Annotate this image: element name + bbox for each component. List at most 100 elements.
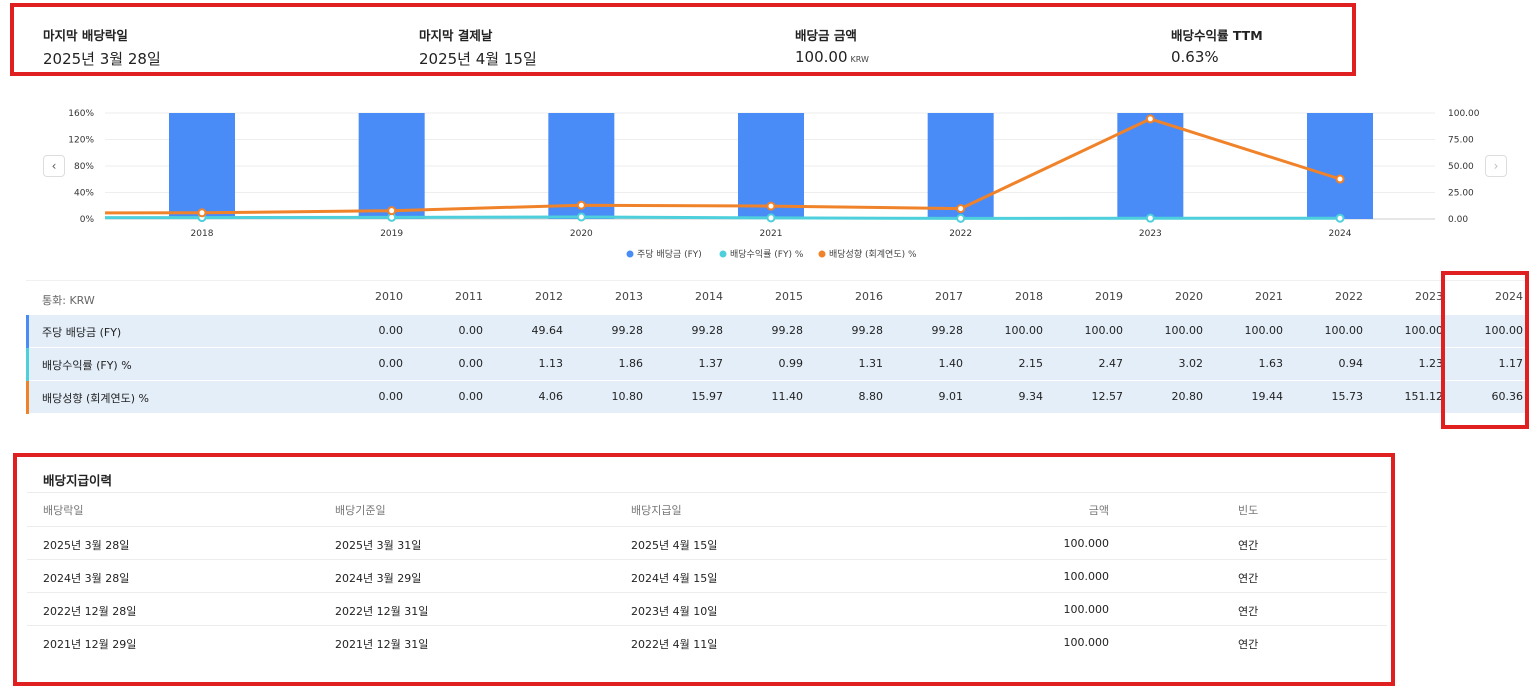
line-series <box>104 117 1341 215</box>
history-cell: 100.000 <box>1063 537 1110 550</box>
table-row-dividend-yield: 배당수익률 (FY) % 0.00 0.00 1.13 1.86 1.37 0.99 1.3… <box>26 348 1528 381</box>
table-cell: 8.80 <box>858 390 884 403</box>
chart-next-button[interactable]: › <box>1485 155 1507 177</box>
table-cell: 1.17 <box>1498 357 1524 370</box>
history-title: 배당지급이력 <box>43 473 113 488</box>
row-divider <box>27 559 1387 560</box>
table-row-payout-ratio: 배당성향 (회계연도) % 0.00 0.00 4.06 10.80 15.97 11.4… <box>26 381 1528 414</box>
bar-dividend-per-share <box>927 113 994 219</box>
legend-label: 주당 배당금 (FY) <box>637 249 702 260</box>
line-point <box>1335 174 1345 184</box>
year-header: 2012 <box>535 290 563 303</box>
year-header: 2019 <box>1095 290 1123 303</box>
history-cell: 연간 <box>1238 572 1259 585</box>
chart-prev-button[interactable]: ‹ <box>43 155 65 177</box>
history-column-header: 금액 <box>1088 504 1109 517</box>
history-cell: 2022년 12월 31일 <box>335 605 429 618</box>
line-point <box>576 212 586 222</box>
y-left-tick-label: 40% <box>74 189 94 199</box>
y-right-tick-label: 25.00 <box>1448 189 1474 199</box>
history-cell: 2022년 4월 11일 <box>631 638 718 651</box>
table-cell: 1.86 <box>618 357 644 370</box>
table-cell: 4.06 <box>538 390 564 403</box>
history-cell: 연간 <box>1238 605 1259 618</box>
table-cell: 15.97 <box>691 390 724 403</box>
table-cell: 0.00 <box>378 390 404 403</box>
summary-dividend-amount: 배당금 금액 100.00 KRW <box>795 25 869 66</box>
row-color-marker <box>26 348 29 381</box>
y-left-tick-label: 0% <box>80 215 95 225</box>
history-cell: 100.000 <box>1063 603 1110 616</box>
table-cell: 1.37 <box>698 357 724 370</box>
bar-dividend-per-share <box>1307 113 1373 219</box>
table-cell: 99.28 <box>691 324 724 337</box>
line-point <box>1145 114 1155 124</box>
table-cell: 100.00 <box>1324 324 1364 337</box>
y-right-tick-label: 0.00 <box>1448 215 1468 225</box>
year-header: 2020 <box>1175 290 1203 303</box>
table-cell: 9.34 <box>1018 390 1044 403</box>
table-cell: 0.94 <box>1338 357 1364 370</box>
table-cell: 1.63 <box>1258 357 1284 370</box>
table-cell: 100.00 <box>1084 324 1124 337</box>
x-tick-label: 2024 <box>1329 229 1352 239</box>
legend-marker <box>818 250 826 258</box>
row-divider <box>27 625 1387 626</box>
line-point <box>1145 213 1155 223</box>
table-cell: 60.36 <box>1491 390 1524 403</box>
summary-yield-ttm: 배당수익률 TTM 0.63% <box>1171 25 1263 66</box>
history-column-header: 배당락일 <box>43 504 84 517</box>
table-cell: 99.28 <box>851 324 884 337</box>
table-cell: 100.00 <box>1004 324 1044 337</box>
history-cell: 2025년 4월 15일 <box>631 539 718 552</box>
year-header: 2013 <box>615 290 643 303</box>
table-cell: 0.00 <box>378 324 404 337</box>
x-tick-label: 2023 <box>1139 229 1162 239</box>
summary-label: 마지막 결제날 <box>419 28 493 43</box>
year-header: 2010 <box>375 290 403 303</box>
table-cell: 100.00 <box>1164 324 1204 337</box>
table-cell: 99.28 <box>611 324 644 337</box>
history-cell: 100.000 <box>1063 570 1110 583</box>
table-cell: 100.00 <box>1484 324 1524 337</box>
year-header: 2023 <box>1415 290 1443 303</box>
row-label: 배당수익률 (FY) % <box>42 359 132 372</box>
history-column-header: 배당지급일 <box>631 504 682 517</box>
y-left-tick-label: 120% <box>68 136 94 146</box>
x-tick-label: 2018 <box>191 229 214 239</box>
dividend-summary-panel: 마지막 배당락일 2025년 3월 28일 마지막 결제날 2025년 4월 1… <box>10 3 1356 76</box>
y-left-tick-label: 160% <box>68 109 94 119</box>
year-header: 2018 <box>1015 290 1043 303</box>
table-cell: 99.28 <box>931 324 964 337</box>
highlight-box-2024 <box>1441 271 1529 429</box>
chevron-right-icon: › <box>1493 159 1499 173</box>
table-cell: 0.00 <box>458 324 484 337</box>
table-cell: 99.28 <box>771 324 804 337</box>
history-cell: 2021년 12월 29일 <box>43 638 137 651</box>
legend-label: 배당성향 (회계연도) % <box>829 248 917 260</box>
history-column-header: 배당기준일 <box>335 504 386 517</box>
chevron-left-icon: ‹ <box>51 159 57 173</box>
table-cell: 12.57 <box>1091 390 1124 403</box>
bar-dividend-per-share <box>358 113 425 219</box>
year-header: 2022 <box>1335 290 1363 303</box>
summary-value: 0.63% <box>1171 48 1219 66</box>
year-header: 2024 <box>1495 290 1523 303</box>
table-cell: 1.23 <box>1418 357 1444 370</box>
history-cell: 2024년 3월 29일 <box>335 572 422 585</box>
year-header: 2011 <box>455 290 483 303</box>
row-divider <box>27 592 1387 593</box>
x-tick-label: 2021 <box>760 229 783 239</box>
history-cell: 2025년 3월 28일 <box>43 539 130 552</box>
row-color-marker <box>26 381 29 414</box>
history-column-header: 빈도 <box>1238 504 1259 517</box>
table-cell: 1.40 <box>938 357 964 370</box>
table-cell: 2.15 <box>1018 357 1044 370</box>
table-cell: 3.02 <box>1178 357 1204 370</box>
line-point <box>956 204 966 214</box>
line-point <box>766 213 776 223</box>
row-divider <box>27 492 1387 493</box>
summary-unit: KRW <box>850 55 869 64</box>
x-tick-label: 2022 <box>949 229 972 239</box>
history-cell: 2024년 4월 15일 <box>631 572 718 585</box>
